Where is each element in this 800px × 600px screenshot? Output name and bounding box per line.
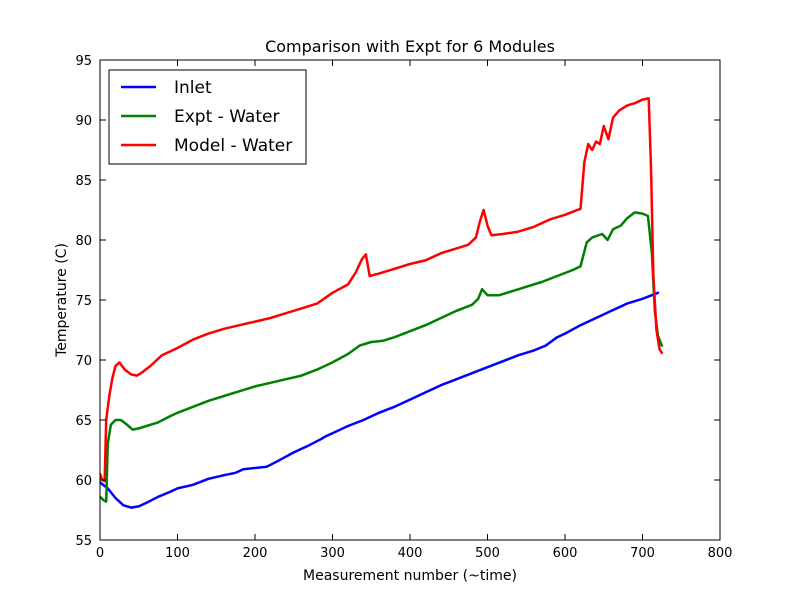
chart-title: Comparison with Expt for 6 Modules <box>265 37 555 56</box>
y-tick-label: 55 <box>75 534 92 549</box>
plot-area: 0 100 200 300 400 500 600 700 800 55 60 65 70 75 80 85 9… <box>75 54 732 561</box>
series-line-inlet <box>100 291 660 509</box>
x-tick-label: 200 <box>243 546 268 561</box>
y-tick-label: 75 <box>75 294 92 309</box>
y-tick-label: 80 <box>75 234 92 249</box>
x-tick-label: 500 <box>475 546 500 561</box>
x-tick-label: 100 <box>165 546 190 561</box>
x-tick-label: 300 <box>320 546 345 561</box>
x-axis-label: Measurement number (~time) <box>303 568 517 584</box>
y-tick-label: 85 <box>75 174 92 189</box>
x-tick-label: 800 <box>708 546 733 561</box>
x-tick-label: 400 <box>398 546 423 561</box>
series-line-model-water <box>100 97 664 483</box>
legend-label: Expt - Water <box>174 107 279 127</box>
legend-label: Model - Water <box>174 136 292 156</box>
y-tick-label: 70 <box>75 354 92 369</box>
y-tick-label: 60 <box>75 474 92 489</box>
y-tick-label: 65 <box>75 414 92 429</box>
legend-label: Inlet <box>174 78 212 98</box>
y-tick-label: 90 <box>75 114 92 129</box>
series-group <box>100 97 664 509</box>
x-tick-label: 600 <box>553 546 578 561</box>
x-tick-label: 0 <box>96 546 104 561</box>
x-tick-label: 700 <box>630 546 655 561</box>
y-tick-label: 95 <box>75 54 92 69</box>
y-axis-label: Temperature (C) <box>54 243 70 358</box>
legend: Inlet Expt - Water Model - Water <box>108 69 307 165</box>
series-line-expt-water <box>100 211 664 503</box>
